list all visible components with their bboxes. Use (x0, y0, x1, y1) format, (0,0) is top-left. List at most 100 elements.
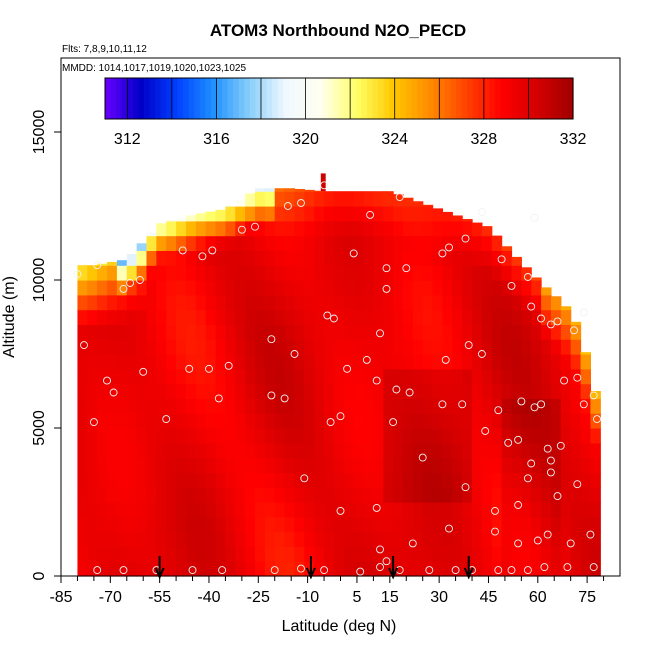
sample-point (537, 400, 546, 409)
heatmap-cell (531, 531, 542, 547)
heatmap-cell (195, 561, 207, 577)
heatmap-cell (284, 428, 296, 444)
colorbar-segment (500, 78, 507, 119)
sample-point (320, 181, 329, 190)
heatmap-cell (77, 428, 88, 444)
heatmap-cell (531, 309, 542, 325)
heatmap-cell (560, 546, 572, 562)
heatmap-cell (235, 516, 246, 533)
heatmap-cell (324, 516, 335, 533)
heatmap-cell (432, 502, 444, 518)
heatmap-cell (116, 531, 128, 547)
heatmap-cell (87, 457, 98, 473)
heatmap-cell (255, 472, 266, 488)
sample-point (445, 524, 453, 533)
heatmap-cell (136, 324, 148, 340)
heatmap-cell (422, 294, 434, 311)
heatmap-cell (363, 206, 374, 222)
colorbar-segment (433, 78, 440, 119)
heatmap-cell (501, 398, 513, 414)
heatmap-cell (383, 309, 394, 325)
heatmap-cell (422, 383, 434, 399)
heatmap-cell (343, 309, 355, 325)
heatmap-cell (264, 546, 276, 562)
heatmap-cell (531, 383, 542, 399)
heatmap-cell (550, 339, 562, 355)
sample-point (119, 284, 128, 293)
heatmap-cell (402, 309, 414, 325)
heatmap-cell (373, 516, 384, 533)
heatmap-cell (353, 457, 365, 473)
sample-point (556, 441, 565, 450)
heatmap-cell (481, 250, 493, 266)
heatmap-cell (77, 309, 88, 325)
heatmap-cell (491, 487, 503, 503)
heatmap-cell (373, 309, 384, 325)
heatmap-cell (373, 324, 384, 340)
heatmap-cell (393, 235, 404, 251)
heatmap-cell (422, 339, 434, 355)
heatmap-cell (383, 324, 394, 340)
heatmap-cell (156, 428, 167, 444)
heatmap-cell (107, 442, 118, 459)
heatmap-cell (531, 457, 542, 473)
heatmap-cell (225, 206, 236, 222)
heatmap-cell (126, 502, 138, 518)
colorbar-segment (222, 78, 229, 119)
heatmap-cell (481, 235, 493, 251)
heatmap-cell (570, 321, 582, 325)
heatmap-cell (462, 442, 473, 459)
heatmap-cell (87, 516, 98, 533)
colorbar-segment (227, 78, 234, 119)
heatmap-cell (442, 442, 453, 459)
heatmap-cell (225, 205, 236, 207)
heatmap-cell (521, 309, 532, 325)
heatmap-cell (166, 280, 177, 296)
heatmap-cell (274, 472, 286, 488)
heatmap-cell (442, 265, 453, 281)
heatmap-cell (531, 354, 542, 370)
heatmap-cell (412, 294, 424, 311)
heatmap-cell (77, 383, 88, 399)
heatmap-cell (225, 220, 236, 237)
heatmap-cell (215, 442, 227, 459)
heatmap-cell (185, 561, 197, 577)
sample-point (543, 444, 552, 453)
heatmap-cell (245, 561, 256, 577)
heatmap-cell (176, 428, 187, 444)
sample-point (477, 207, 486, 216)
heatmap-cell (77, 324, 88, 340)
heatmap-cell (363, 220, 374, 237)
heatmap-cell (294, 531, 305, 547)
heatmap-cell (136, 487, 148, 503)
heatmap-cell (452, 398, 463, 414)
heatmap-cell (442, 383, 453, 399)
heatmap-cell (343, 250, 355, 266)
heatmap-cell (97, 294, 108, 311)
heatmap-cell (491, 428, 503, 444)
heatmap-cell (353, 265, 365, 281)
heatmap-cell (462, 250, 473, 266)
heatmap-cell (235, 220, 246, 237)
heatmap-cell (452, 294, 463, 311)
heatmap-cell (402, 339, 414, 355)
heatmap-cell (412, 383, 424, 399)
heatmap-cell (422, 324, 434, 340)
heatmap-cell (77, 413, 88, 429)
heatmap-cell (264, 457, 276, 473)
heatmap-cell (116, 561, 128, 577)
heatmap-cell (314, 546, 325, 562)
heatmap-cell (363, 324, 374, 340)
heatmap-cell (501, 250, 513, 266)
sample-point (491, 527, 499, 536)
heatmap-cell (462, 220, 473, 237)
heatmap-cell (452, 309, 463, 325)
heatmap-cell (501, 442, 513, 459)
heatmap-cell (481, 398, 493, 414)
heatmap-cell (383, 280, 394, 296)
heatmap-cell (195, 235, 207, 251)
colorbar-frame (104, 77, 574, 120)
heatmap-cell (176, 531, 187, 547)
heatmap-cell (511, 280, 522, 296)
